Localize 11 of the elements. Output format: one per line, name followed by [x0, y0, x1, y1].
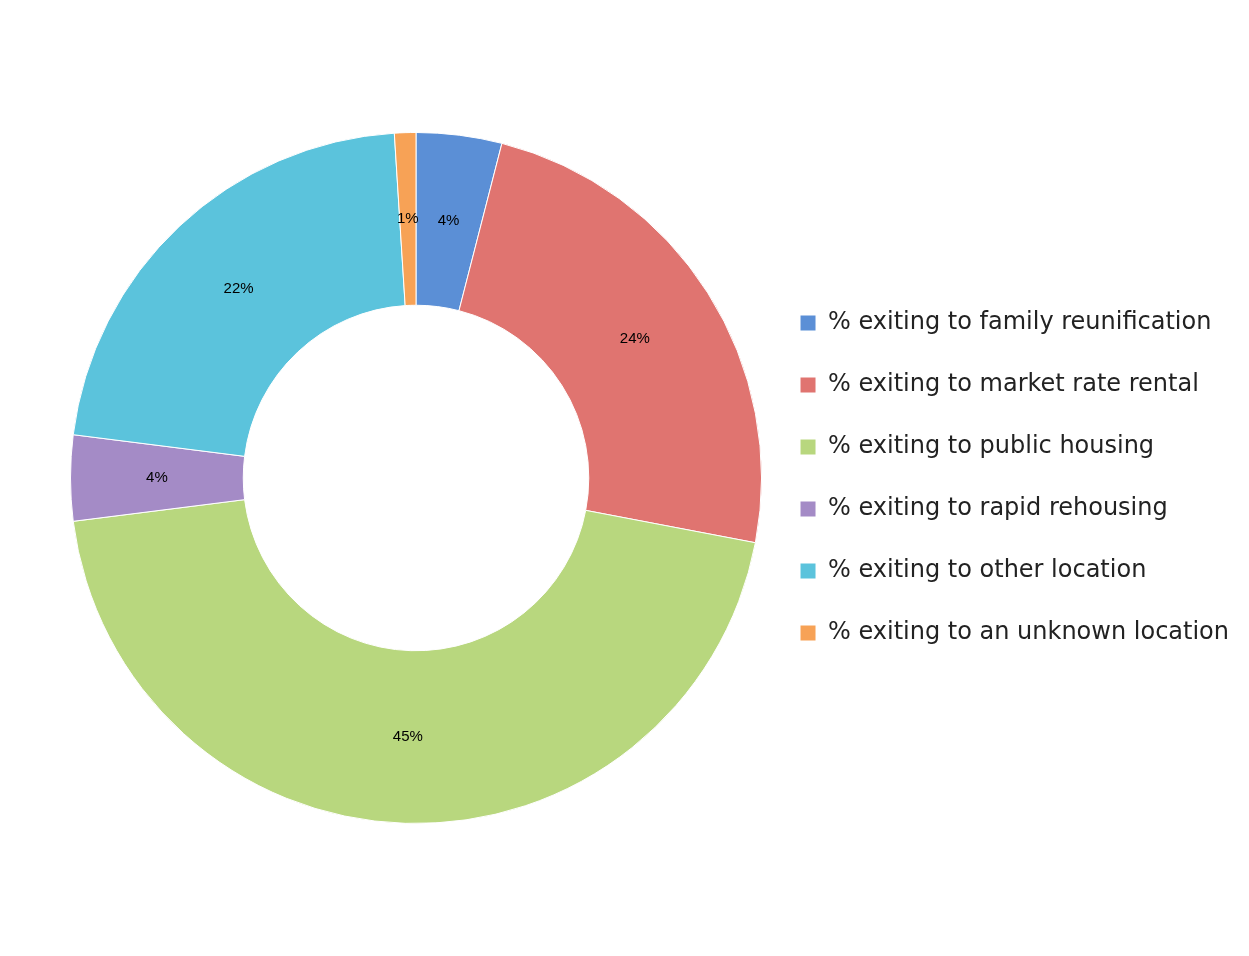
legend-label: % exiting to other location [828, 555, 1147, 584]
legend-label: % exiting to public housing [828, 431, 1155, 460]
legend-label: % exiting to rapid rehousing [828, 493, 1168, 522]
legend-label: % exiting to an unknown location [828, 617, 1229, 646]
data-label: 45% [392, 727, 423, 745]
data-label: 4% [146, 468, 168, 486]
data-label: 24% [619, 329, 650, 347]
data-label: 4% [437, 211, 460, 229]
legend-label: % exiting to market rate rental [828, 369, 1199, 398]
data-label: 22% [223, 279, 254, 297]
legend-label: % exiting to family reunification [828, 307, 1212, 336]
